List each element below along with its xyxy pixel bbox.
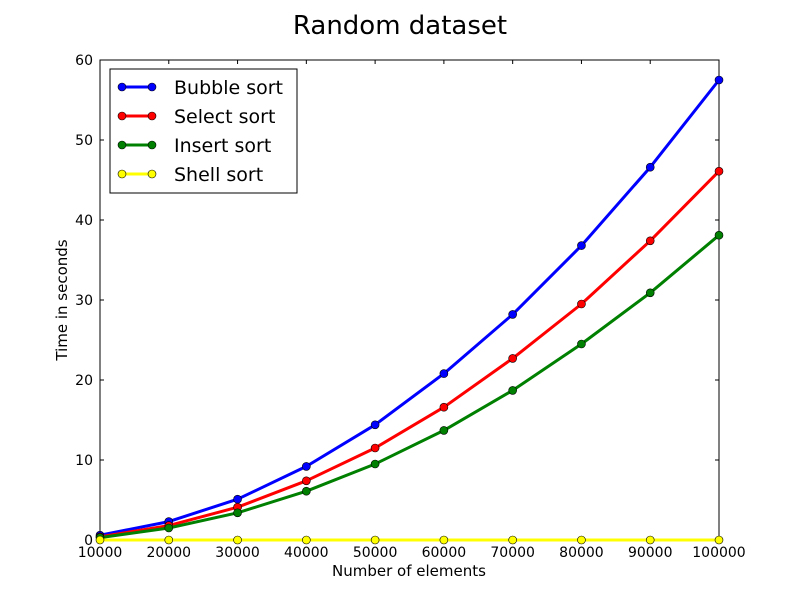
legend-label: Select sort <box>174 106 275 128</box>
legend-item: Shell sort <box>117 164 263 186</box>
legend-marker <box>147 111 157 121</box>
data-point <box>164 523 174 533</box>
data-point <box>645 162 655 172</box>
legend: Bubble sort Select sort Insert sort Shell s… <box>109 68 298 194</box>
legend-item: Insert sort <box>117 135 271 157</box>
legend-marker <box>117 111 127 121</box>
y-tick-label: 60 <box>75 53 93 69</box>
legend-marker <box>117 140 127 150</box>
y-tick-label: 40 <box>75 213 93 229</box>
x-tick-label: 30000 <box>215 545 260 561</box>
data-point <box>577 299 586 309</box>
legend-marker <box>147 82 157 92</box>
data-point <box>508 386 517 395</box>
data-point <box>302 462 311 471</box>
series-bubble-sort <box>95 75 724 540</box>
y-axis-title: Time in seconds <box>53 239 71 361</box>
data-point <box>714 166 724 176</box>
axis-ticks: 10000 20000 30000 40000 50000 60000 70000 80000… <box>75 53 746 561</box>
legend-label: Insert sort <box>174 135 271 157</box>
legend-label: Bubble sort <box>174 77 283 99</box>
legend-marker <box>117 82 127 92</box>
series-insert-sort <box>95 230 724 542</box>
y-tick-label: 30 <box>75 293 93 309</box>
series-line <box>99 170 721 539</box>
data-point <box>439 402 449 412</box>
series-line <box>99 79 721 537</box>
chart-title: Random dataset <box>293 11 507 41</box>
legend-marker <box>117 169 127 179</box>
data-point <box>714 535 724 545</box>
data-point <box>370 459 380 469</box>
data-point <box>302 535 311 545</box>
data-point <box>577 535 586 545</box>
legend-box <box>109 68 298 194</box>
series-line <box>99 234 720 540</box>
data-point <box>302 486 311 496</box>
data-point <box>439 426 449 435</box>
data-point <box>577 241 586 250</box>
x-tick-label: 50000 <box>353 545 398 561</box>
data-point <box>508 310 517 319</box>
data-point <box>370 535 380 545</box>
x-tick-label: 10000 <box>78 545 123 561</box>
legend-marker <box>147 140 157 150</box>
data-point <box>508 535 517 545</box>
data-point <box>233 508 242 518</box>
data-point <box>577 339 586 349</box>
data-point <box>714 230 724 240</box>
data-point <box>645 236 655 246</box>
data-point <box>370 420 380 430</box>
data-point <box>645 535 655 545</box>
data-point <box>233 494 242 504</box>
x-tick-label: 40000 <box>284 545 329 561</box>
data-point <box>95 535 105 545</box>
x-tick-label: 70000 <box>490 545 535 561</box>
x-tick-label: 20000 <box>147 545 192 561</box>
data-point <box>302 476 311 486</box>
x-tick-label: 80000 <box>559 545 604 561</box>
y-tick-label: 0 <box>84 533 93 549</box>
legend-label: Shell sort <box>174 164 263 186</box>
x-axis-title: Number of elements <box>332 562 486 580</box>
series-select-sort <box>95 166 724 542</box>
data-point <box>714 75 724 85</box>
y-tick-label: 10 <box>75 453 93 469</box>
legend-item: Bubble sort <box>117 77 283 99</box>
series-layer <box>95 75 724 545</box>
data-point <box>439 369 449 378</box>
x-tick-label: 90000 <box>628 545 673 561</box>
series-shell-sort <box>95 535 724 545</box>
x-tick-label: 60000 <box>422 545 467 561</box>
data-point <box>164 535 174 545</box>
y-tick-label: 50 <box>75 133 93 149</box>
legend-marker <box>147 169 157 179</box>
x-tick-label: 100000 <box>692 545 745 561</box>
legend-item: Select sort <box>117 106 275 128</box>
data-point <box>439 535 449 545</box>
data-point <box>370 443 380 453</box>
data-point <box>645 288 655 298</box>
data-point <box>508 354 517 363</box>
y-tick-label: 20 <box>75 373 93 389</box>
data-point <box>233 535 242 545</box>
